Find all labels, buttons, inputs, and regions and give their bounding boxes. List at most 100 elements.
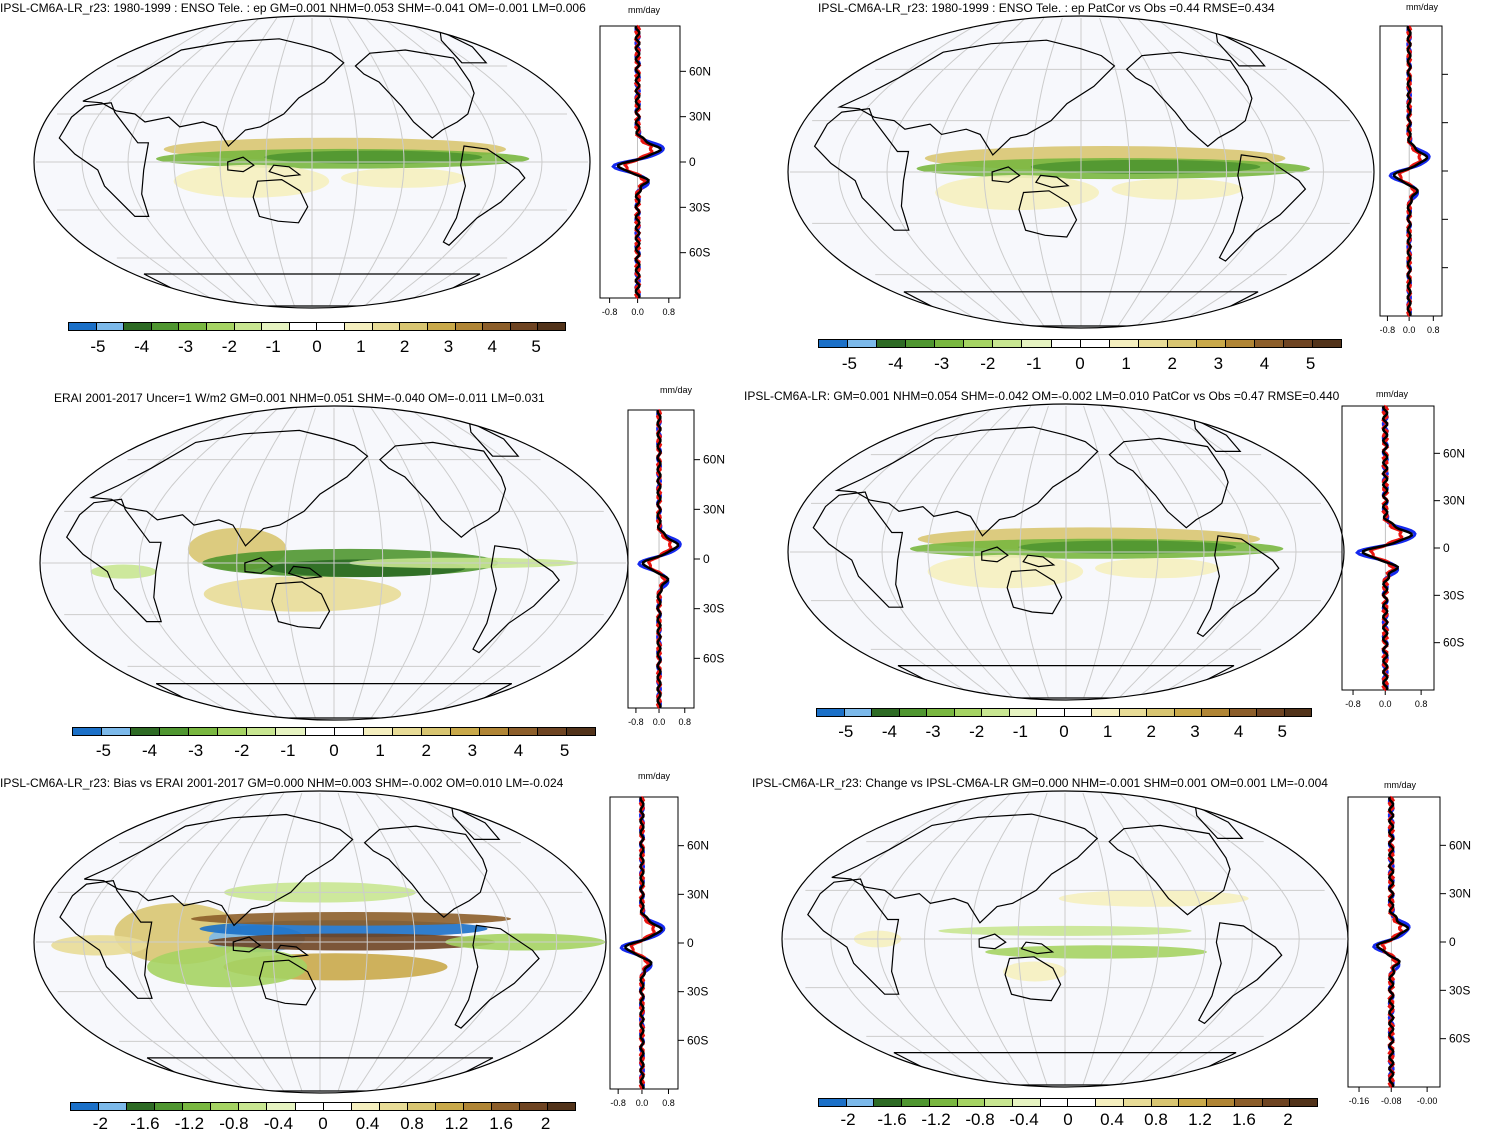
- panel-title: IPSL-CM6A-LR: GM=0.001 NHM=0.054 SHM=-0.…: [744, 389, 1340, 403]
- colorbar-swatch: [183, 1103, 212, 1110]
- colorbar-label: -1.2: [174, 1114, 205, 1133]
- colorbar-label: 4: [513, 741, 524, 760]
- colorbar-label: 0: [312, 337, 322, 356]
- panel-title: IPSL-CM6A-LR_r23: Bias vs ERAI 2001-2017…: [0, 776, 564, 790]
- colorbar-swatch: [435, 1103, 464, 1110]
- lat-tick-label: 60S: [1449, 1032, 1470, 1046]
- unit-label: mm/day: [660, 385, 693, 395]
- lat-tick-label: 60N: [703, 453, 725, 467]
- colorbar-swatch: [99, 1103, 128, 1110]
- colorbar-swatch: [538, 323, 565, 330]
- colorbar-label: -4: [887, 354, 904, 373]
- lat-tick-label: 60N: [1443, 446, 1465, 460]
- world-map: [33, 15, 591, 309]
- colorbar-swatch: [964, 340, 994, 347]
- colorbar-swatch: [1092, 709, 1120, 716]
- coastline: [1108, 437, 1229, 529]
- lat-tick-label: 30S: [703, 602, 724, 616]
- colorbar-swatch: [1119, 709, 1147, 716]
- world-map: [787, 15, 1375, 329]
- colorbar-swatch: [993, 340, 1023, 347]
- coastline: [1194, 804, 1244, 839]
- map-content: [36, 792, 606, 1092]
- coastline: [1004, 956, 1062, 1002]
- unit-label: mm/day: [1376, 389, 1409, 399]
- coastline: [258, 959, 317, 1006]
- lat-tick-label: 30S: [689, 200, 710, 214]
- unit-label: mm/day: [1406, 2, 1439, 12]
- coastline: [991, 166, 1021, 183]
- coastline: [468, 420, 520, 457]
- colorbar-label: 0: [1075, 354, 1085, 373]
- coastline: [1218, 154, 1307, 262]
- colorbar-labels: -5 -4 -3 -2 -1 0 1 2 3 4 5: [72, 741, 596, 761]
- coastline: [812, 491, 904, 608]
- colorbar-label: 1: [1102, 722, 1113, 741]
- colorbar-swatch: [874, 1099, 903, 1106]
- colorbar-swatch: [189, 728, 219, 735]
- map-border: [33, 15, 591, 309]
- colorbar-label: -3: [925, 722, 941, 741]
- colorbar-swatch: [400, 323, 428, 330]
- colorbar-swatch: [295, 1103, 324, 1110]
- lat-tick-label: 60S: [703, 651, 724, 665]
- x-tick-label: -0.16: [1349, 1096, 1370, 1106]
- colorbar-swatch: [1179, 1099, 1208, 1106]
- colorbar-label: 1: [1121, 354, 1131, 373]
- map-content: [790, 17, 1372, 327]
- colorbar-swatch: [877, 340, 907, 347]
- colorbar-labels: -2 -1.6 -1.2 -0.8 -0.4 0 0.4 0.8 1.2 1.6 2: [818, 1110, 1318, 1130]
- colorbar-swatch: [1147, 709, 1175, 716]
- colorbar-swatch: [899, 709, 927, 716]
- lat-tick-label: 0: [689, 155, 696, 169]
- anomaly-shading: [927, 554, 1084, 589]
- zonal-curve: [624, 796, 663, 1090]
- colorbar-swatch: [71, 1103, 100, 1110]
- lat-tick-label: 60S: [687, 1033, 708, 1047]
- colorbar-label: -0.4: [263, 1114, 294, 1133]
- colorbar-label: 3: [467, 741, 478, 760]
- colorbar-swatch: [1174, 709, 1202, 716]
- coastline: [65, 498, 163, 623]
- lat-tick-label: 30S: [1449, 983, 1470, 997]
- colorbar-label: 0: [318, 1114, 328, 1133]
- colorbar-swatch: [819, 1099, 847, 1106]
- coastline: [1196, 535, 1280, 638]
- colorbar-swatch: [567, 728, 596, 735]
- zonal-mean-plot: 60N 30N 0 30S 60S -0.8 0.0 0.8: [599, 24, 711, 317]
- colorbar-swatch: [510, 323, 539, 330]
- colorbar-swatch: [1234, 1099, 1263, 1106]
- colorbar-swatch: [520, 1103, 549, 1110]
- colorbar-label: -1: [265, 337, 281, 356]
- colorbar-label: -3: [188, 741, 204, 760]
- colorbar-swatch: [363, 728, 393, 735]
- colorbar-swatch: [379, 1103, 408, 1110]
- coastline: [379, 441, 507, 538]
- coastline: [450, 805, 501, 840]
- x-tick-label: 0.8: [662, 1098, 675, 1108]
- colorbar-label: -5: [841, 354, 857, 373]
- zonal-frame: [1347, 796, 1441, 1088]
- colorbar-swatch: [334, 728, 364, 735]
- colorbar-label: 2: [540, 1114, 551, 1133]
- colorbar-swatch: [323, 1103, 352, 1110]
- colorbar-swatch: [160, 728, 190, 735]
- colorbar-swatch: [1254, 340, 1284, 347]
- colorbar-label: -3: [934, 354, 950, 373]
- map-content: [36, 17, 588, 307]
- colorbar-swatch: [954, 709, 982, 716]
- anomaly-shading: [173, 164, 330, 198]
- x-tick-label: 0.0: [1379, 699, 1392, 709]
- colorbar-labels: -2 -1.6 -1.2 -0.8 -0.4 0 0.4 0.8 1.2 1.6 2: [70, 1114, 576, 1134]
- colorbar-swatch: [455, 323, 484, 330]
- unit-label: mm/day: [638, 771, 671, 781]
- colorbar-label: 1.6: [489, 1114, 513, 1133]
- colorbar-swatch: [1109, 340, 1139, 347]
- colorbar-label: -2: [234, 741, 250, 760]
- coastline: [232, 936, 262, 953]
- colorbar-swatch: [239, 1103, 268, 1110]
- coastline: [1034, 174, 1070, 189]
- colorbar-swatch: [179, 323, 208, 330]
- colorbar-label: 0.4: [1100, 1110, 1124, 1129]
- colorbar-swatch: [985, 1099, 1014, 1106]
